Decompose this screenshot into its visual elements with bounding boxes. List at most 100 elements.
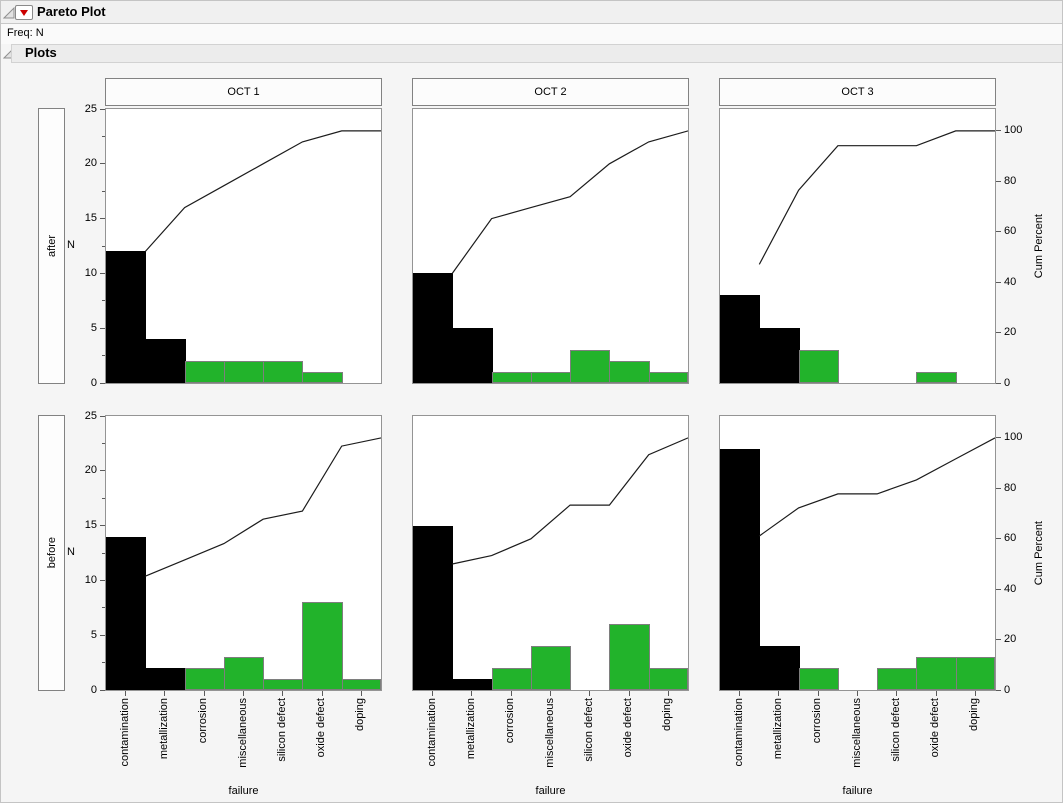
x-tick-mark xyxy=(857,691,858,696)
x-category-label-text: metallization xyxy=(771,698,784,760)
bar-contamination[interactable] xyxy=(106,537,147,690)
x-tick-mark xyxy=(203,691,205,696)
right-tick-label: 40 xyxy=(1004,582,1017,595)
x-category-label-text: metallization xyxy=(464,698,477,760)
x-category-label-text: doping xyxy=(661,698,674,732)
x-category-label-miscellaneous: miscellaneous xyxy=(237,698,251,782)
x-axis-title: failure xyxy=(842,785,873,797)
x-category-label-text: miscellaneous xyxy=(543,698,556,768)
x-tick-mark xyxy=(282,691,284,696)
right-tick-mark xyxy=(996,689,1001,691)
bar-oxide-defect[interactable] xyxy=(302,602,343,690)
x-category-label-metallization: metallization xyxy=(465,698,479,782)
right-tick-label: 40 xyxy=(1004,275,1017,288)
x-category-label-oxide-defect: oxide defect xyxy=(315,698,329,782)
row-label-box-before: before xyxy=(38,415,65,691)
bar-metallization[interactable] xyxy=(759,328,800,383)
bar-metallization[interactable] xyxy=(759,646,800,690)
bar-doping[interactable] xyxy=(648,372,688,383)
x-category-label-text: oxide defect xyxy=(315,698,328,758)
left-tick-mark xyxy=(100,579,105,581)
x-tick-mark xyxy=(550,691,551,696)
x-category-label-text: oxide defect xyxy=(622,698,635,758)
bar-doping[interactable] xyxy=(341,679,381,690)
right-tick-mark xyxy=(996,588,1001,590)
left-tick-label: 5 xyxy=(90,321,97,334)
bar-contamination[interactable] xyxy=(106,251,147,383)
pareto-panel-after-oct-1 xyxy=(105,108,382,384)
left-tick-mark xyxy=(100,415,105,417)
right-tick-label: 0 xyxy=(1004,376,1011,389)
cumulative-percent-line xyxy=(758,130,995,265)
left-axis-title: N xyxy=(67,239,75,251)
x-tick-mark xyxy=(471,691,473,696)
left-tick-mark xyxy=(100,163,105,165)
bar-metallization[interactable] xyxy=(452,328,493,383)
bar-corrosion[interactable] xyxy=(798,350,839,383)
left-minor-tick-mark xyxy=(102,190,105,192)
bar-oxide-defect[interactable] xyxy=(916,657,957,690)
bar-oxide-defect[interactable] xyxy=(916,372,957,383)
x-tick-mark xyxy=(360,691,362,696)
left-tick-label: 15 xyxy=(84,519,97,532)
left-tick-label: 25 xyxy=(84,409,97,422)
bar-oxide-defect[interactable] xyxy=(302,372,343,383)
x-category-label-metallization: metallization xyxy=(158,698,172,782)
bar-miscellaneous[interactable] xyxy=(223,657,265,690)
pareto-panel-before-oct-3 xyxy=(719,415,996,691)
left-minor-tick-mark xyxy=(102,355,105,357)
bar-contamination[interactable] xyxy=(413,526,454,690)
left-tick-label: 10 xyxy=(84,573,97,586)
x-category-label-silicon-defect: silicon defect xyxy=(276,698,290,782)
bar-contamination[interactable] xyxy=(720,449,761,690)
left-tick-mark xyxy=(100,327,105,329)
left-tick-mark xyxy=(100,689,105,691)
bar-metallization[interactable] xyxy=(145,339,186,383)
bar-contamination[interactable] xyxy=(720,295,761,383)
right-tick-mark xyxy=(996,487,1001,489)
x-tick-mark xyxy=(510,691,512,696)
left-minor-tick-mark xyxy=(102,300,105,302)
plots-section-header[interactable] xyxy=(11,44,1062,63)
left-tick-mark xyxy=(100,272,105,274)
report-title: Pareto Plot xyxy=(37,4,106,19)
x-category-label-text: doping xyxy=(968,698,981,732)
right-tick-mark xyxy=(996,437,1001,439)
x-tick-mark xyxy=(321,691,323,696)
bar-contamination[interactable] xyxy=(413,273,454,383)
bar-miscellaneous[interactable] xyxy=(530,646,572,690)
x-tick-mark xyxy=(125,691,127,696)
x-category-label-doping: doping xyxy=(968,698,982,782)
freq-label: Freq: N xyxy=(7,27,44,39)
left-tick-label: 25 xyxy=(84,102,97,115)
row-label-box-after: after xyxy=(38,108,65,384)
left-minor-tick-mark xyxy=(102,497,105,499)
bar-doping[interactable] xyxy=(955,657,995,690)
x-category-label-contamination: contamination xyxy=(426,698,440,782)
x-category-label-text: silicon defect xyxy=(582,698,595,762)
x-category-label-text: silicon defect xyxy=(275,698,288,762)
bar-oxide-defect[interactable] xyxy=(609,624,650,690)
x-tick-mark xyxy=(667,691,669,696)
right-tick-label: 100 xyxy=(1004,124,1023,137)
x-category-label-text: oxide defect xyxy=(929,698,942,758)
pareto-panel-after-oct-3 xyxy=(719,108,996,384)
bar-doping[interactable] xyxy=(648,668,688,690)
disclosure-triangle-icon[interactable] xyxy=(3,7,15,19)
left-minor-tick-mark xyxy=(102,135,105,137)
x-category-label-doping: doping xyxy=(661,698,675,782)
x-category-label-metallization: metallization xyxy=(772,698,786,782)
bar-silicon-defect[interactable] xyxy=(570,350,611,383)
red-triangle-menu-button[interactable] xyxy=(15,5,33,20)
x-category-label-text: doping xyxy=(354,698,367,732)
right-tick-label: 20 xyxy=(1004,633,1017,646)
bar-corrosion[interactable] xyxy=(798,668,839,690)
left-tick-label: 0 xyxy=(90,683,97,696)
column-header-oct-1: OCT 1 xyxy=(105,78,382,106)
left-tick-mark xyxy=(100,108,105,110)
x-category-label-contamination: contamination xyxy=(119,698,133,782)
x-category-label-silicon-defect: silicon defect xyxy=(890,698,904,782)
left-tick-mark xyxy=(100,634,105,636)
left-tick-label: 15 xyxy=(84,212,97,225)
